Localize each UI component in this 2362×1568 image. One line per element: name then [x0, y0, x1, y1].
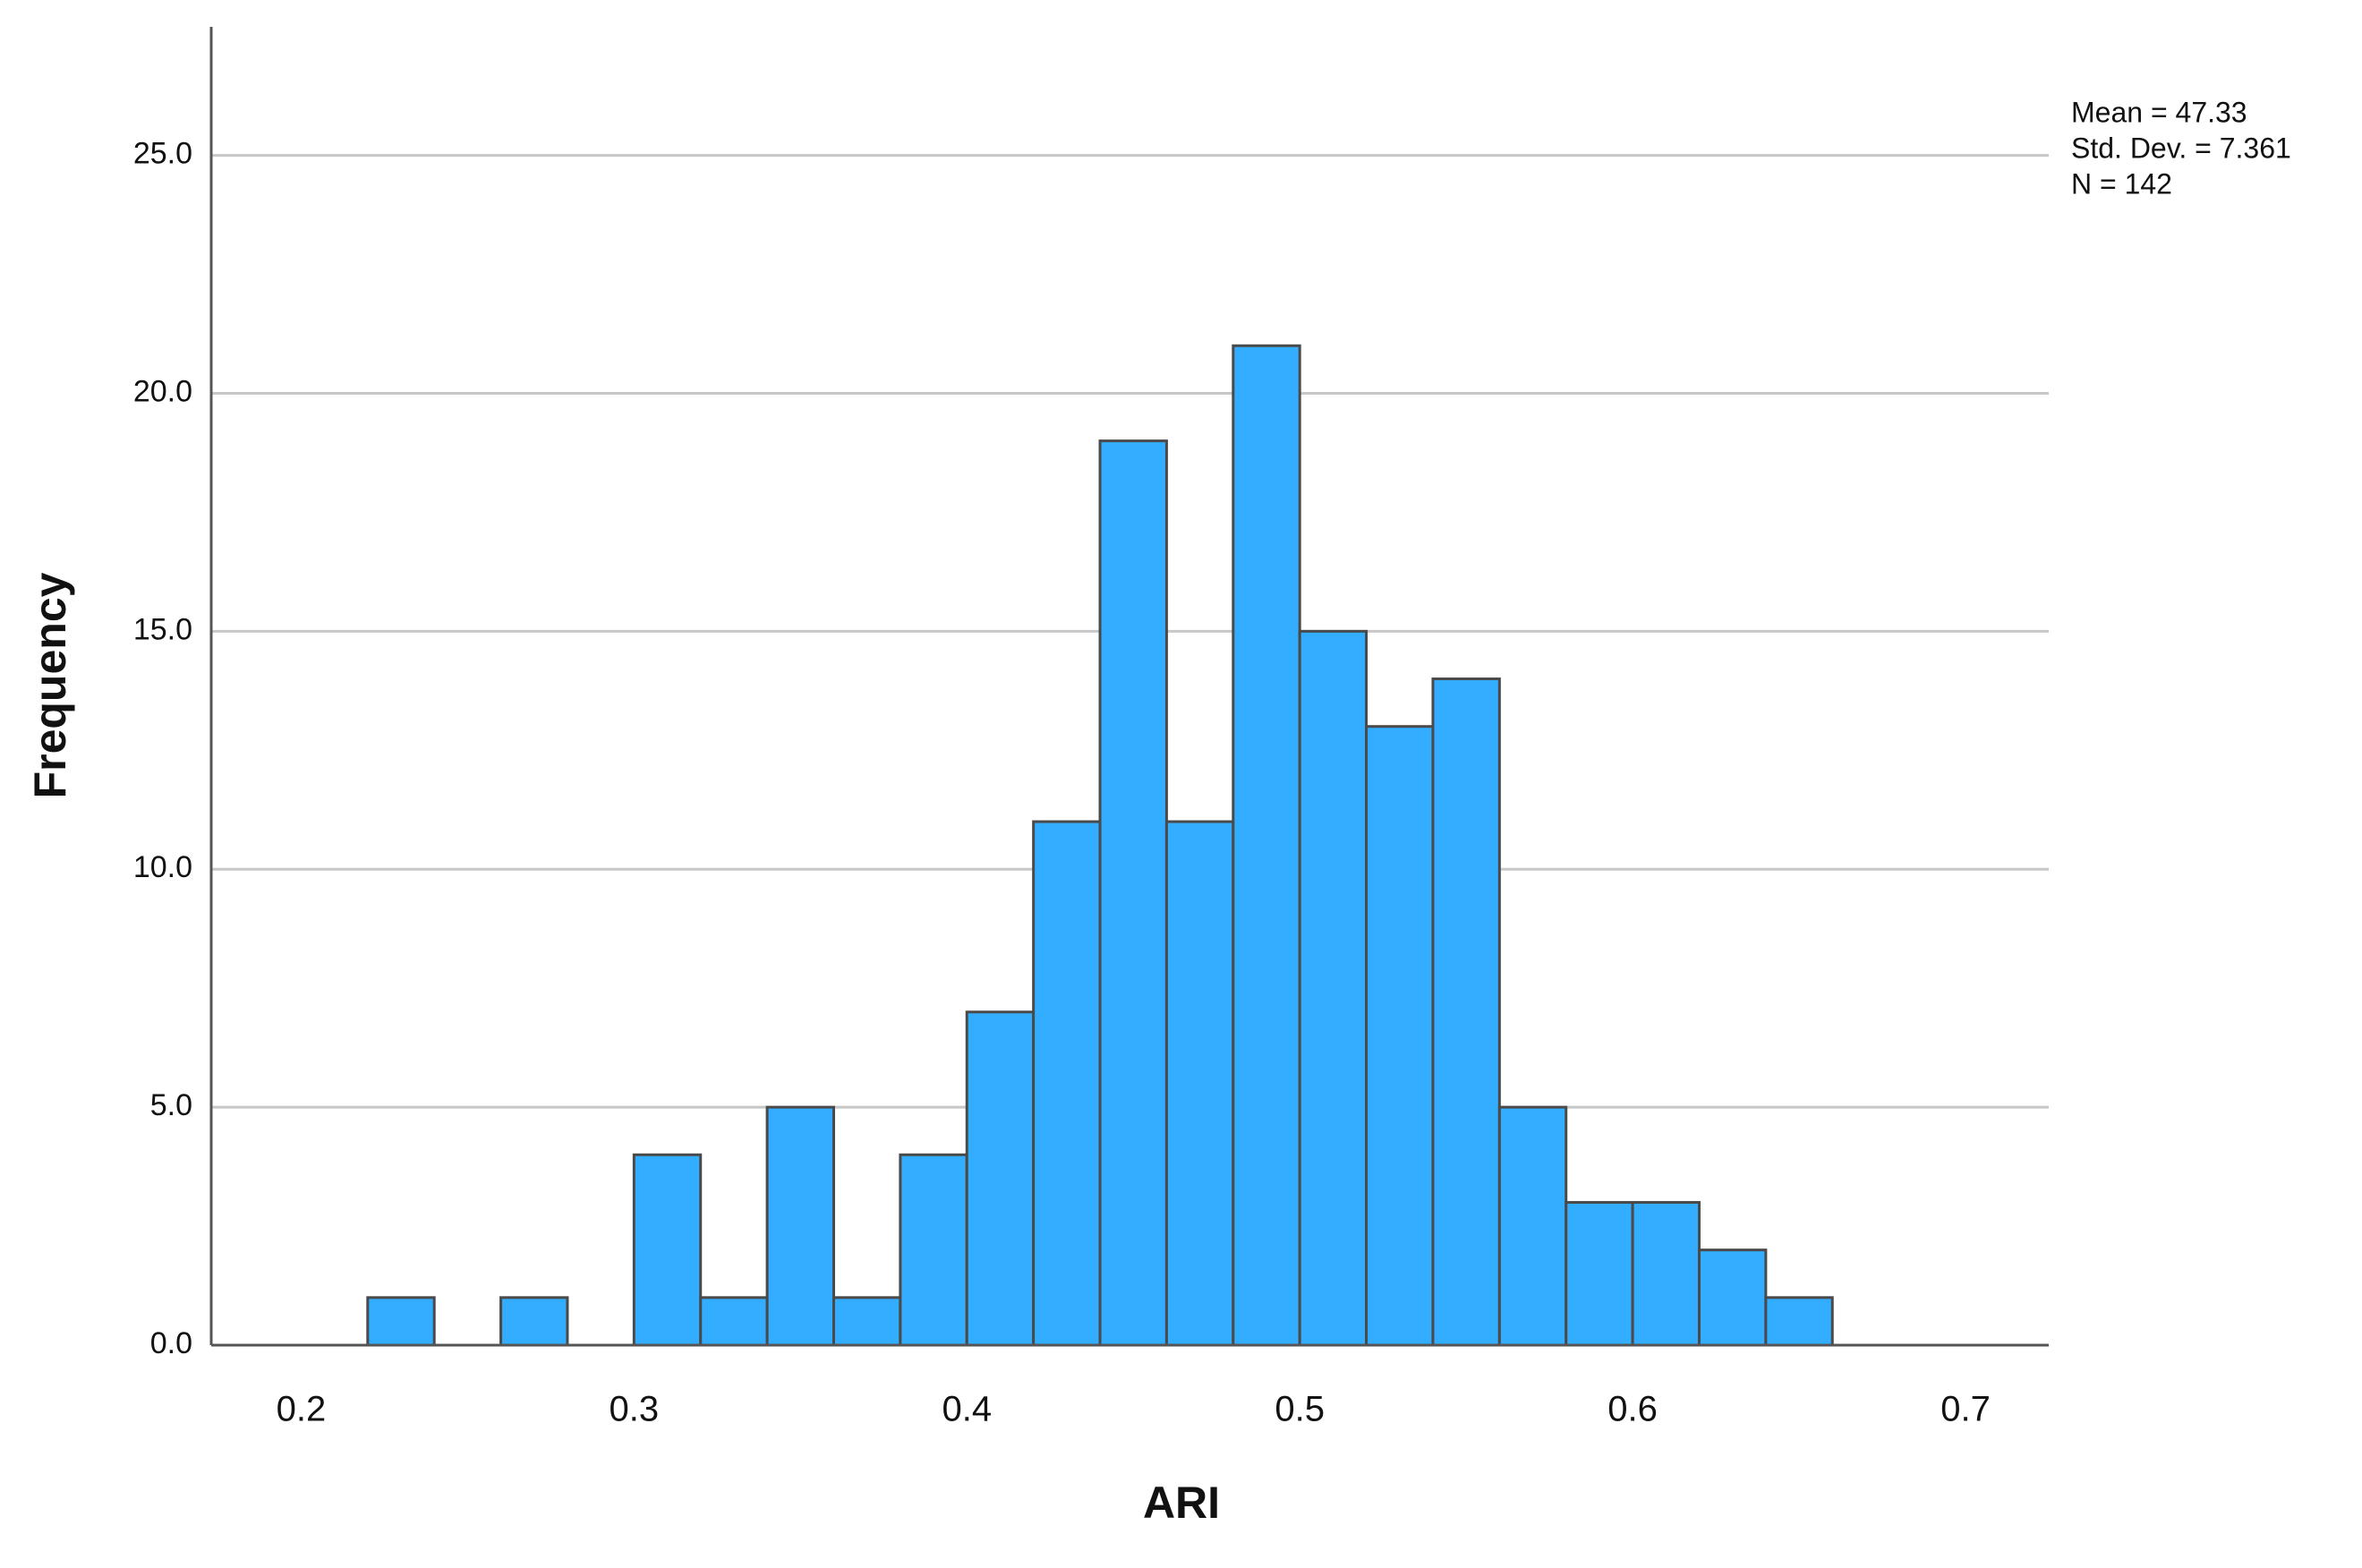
bar	[1232, 344, 1301, 1347]
y-axis-label: Frequency	[25, 572, 75, 798]
y-tick-label: 20.0	[133, 374, 192, 408]
x-tick-label: 0.5	[1275, 1390, 1325, 1429]
bar	[632, 1153, 703, 1347]
stats-annotation: Mean = 47.33	[2071, 96, 2247, 128]
y-tick-label: 10.0	[133, 850, 192, 884]
x-axis-label: ARI	[1143, 1478, 1220, 1528]
y-tick-label: 5.0	[150, 1088, 192, 1122]
bar	[831, 1296, 902, 1347]
x-tick-label: 0.6	[1607, 1390, 1658, 1429]
x-tick-label: 0.2	[277, 1390, 327, 1429]
bar	[1764, 1296, 1834, 1347]
bar	[1164, 820, 1235, 1347]
stats-annotation: Std. Dev. = 7.361	[2071, 132, 2291, 164]
bar	[1431, 677, 1501, 1347]
y-tick-label: 15.0	[133, 612, 192, 646]
bar	[1631, 1200, 1701, 1347]
x-tick-label: 0.4	[942, 1390, 992, 1429]
bar	[499, 1296, 569, 1347]
x-tick-label: 0.7	[1940, 1390, 1991, 1429]
bar	[899, 1153, 968, 1347]
y-tick-label: 25.0	[133, 137, 192, 171]
bar	[1298, 629, 1369, 1347]
bar	[366, 1296, 436, 1347]
bar	[699, 1296, 769, 1347]
bar	[1032, 820, 1102, 1347]
bar	[1365, 725, 1435, 1347]
x-tick-label: 0.3	[610, 1390, 660, 1429]
bar	[965, 1010, 1036, 1347]
bar	[1697, 1248, 1768, 1347]
bar	[1497, 1105, 1568, 1347]
stats-annotation: N = 142	[2071, 167, 2172, 200]
y-tick-label: 0.0	[150, 1326, 192, 1360]
bar	[1565, 1200, 1634, 1347]
bar	[765, 1105, 835, 1347]
bar	[1098, 439, 1168, 1347]
